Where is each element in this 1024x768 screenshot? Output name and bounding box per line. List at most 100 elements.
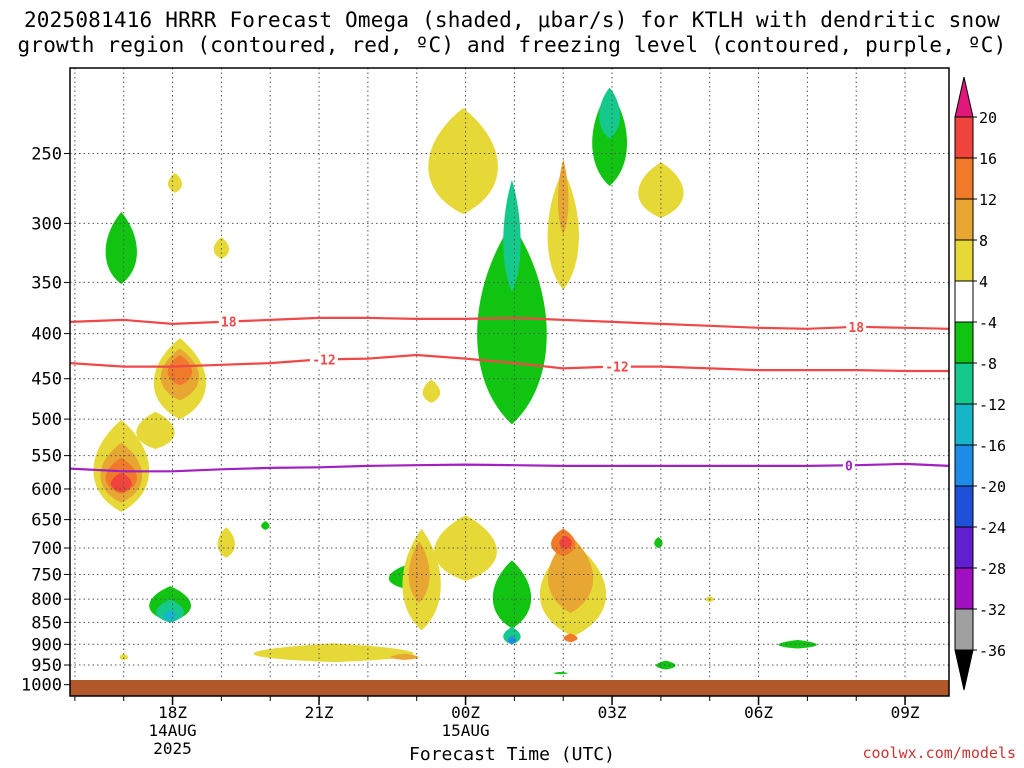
omega-blob <box>507 636 517 644</box>
x-tick-label: 03Z <box>598 703 627 722</box>
omega-blob <box>563 633 578 643</box>
colorbar-label: -36 <box>979 642 1006 660</box>
watermark: coolwx.com/models <box>862 744 1016 762</box>
x-tick-label: 00Z <box>451 703 480 722</box>
colorbar-label: -32 <box>979 601 1006 619</box>
colorbar-label: 8 <box>979 232 988 250</box>
colorbar-bin <box>954 403 974 446</box>
colorbar-bin <box>954 444 974 487</box>
y-tick-label: 450 <box>31 370 62 390</box>
contour-label: 0 <box>845 459 853 474</box>
colorbar: 20 16 12 8 4 -4 -8 -12 -16 -20 -24 -28 -32 -36 <box>954 76 1006 691</box>
omega-blob <box>167 354 193 386</box>
x-tick-label: 18Z <box>158 703 187 722</box>
colorbar-bin <box>954 280 974 323</box>
colorbar-bin <box>954 116 974 159</box>
y-tick-label: 650 <box>31 511 62 531</box>
omega-blob <box>253 643 414 663</box>
omega-blob <box>428 108 498 215</box>
colorbar-label: -16 <box>979 437 1006 455</box>
contour-label: 18 <box>848 321 864 336</box>
y-tick-label: 800 <box>31 590 62 610</box>
y-tick-label: 250 <box>31 144 62 164</box>
y-tick-label: 600 <box>31 480 62 500</box>
plot-frame <box>69 67 950 697</box>
colorbar-bin <box>954 485 974 528</box>
x-tick-date: 14AUG <box>148 721 196 740</box>
y-tick-label: 350 <box>31 273 62 293</box>
omega-blob <box>110 472 132 493</box>
colorbar-label: -24 <box>979 519 1006 537</box>
omega-blob <box>105 212 137 285</box>
omega-blob <box>136 411 175 450</box>
y-tick-label: 400 <box>31 325 62 345</box>
colorbar-label: 4 <box>979 273 988 291</box>
omega-blob <box>492 560 532 629</box>
contour-label: -12 <box>605 361 628 376</box>
omega-blob <box>477 223 547 425</box>
x-tick-label: 21Z <box>305 703 334 722</box>
omega-blob <box>408 540 430 603</box>
y-tick-label: 900 <box>31 635 62 655</box>
terrain-bar <box>70 680 949 696</box>
y-tick-label: 500 <box>31 410 62 430</box>
colorbar-bottom-arrow <box>954 649 974 691</box>
chart-title-line-2: growth region (contoured, red, ºC) and f… <box>17 33 1007 57</box>
colorbar-label: -28 <box>979 560 1006 578</box>
colorbar-label: -4 <box>979 314 997 332</box>
contour-label-bg <box>842 458 855 473</box>
y-tick-label: 850 <box>31 613 62 633</box>
contour-label-bg <box>846 319 867 334</box>
contour-label-bg <box>309 352 338 367</box>
omega-blob <box>163 609 178 622</box>
y-tick-label: 550 <box>31 447 62 467</box>
omega-blob <box>559 535 572 550</box>
omega-blob <box>422 379 441 403</box>
chart-title-line-1: 2025081416 HRRR Forecast Omega (shaded, … <box>23 8 1001 32</box>
colorbar-bin <box>954 157 974 200</box>
contour-line <box>70 353 949 373</box>
y-axis: 2503003504004505005506006507007508008509… <box>21 144 70 696</box>
colorbar-label: -20 <box>979 478 1006 496</box>
colorbar-bin <box>954 608 974 651</box>
omega-blob <box>168 173 182 193</box>
colorbar-label: -8 <box>979 355 997 373</box>
contour-label-bg <box>602 359 631 374</box>
omega-blob <box>503 179 521 292</box>
colorbar-bin <box>954 321 974 364</box>
omega-blob <box>217 527 235 558</box>
contour-line <box>70 462 949 473</box>
colorbar-bin <box>954 198 974 241</box>
omega-blob <box>599 87 621 139</box>
x-tick-label: 09Z <box>891 703 920 722</box>
x-tick-year: 2025 <box>153 739 192 758</box>
omega-blob <box>503 626 521 645</box>
y-tick-label: 700 <box>31 539 62 559</box>
y-tick-label: 300 <box>31 214 62 234</box>
colorbar-bin <box>954 567 974 610</box>
grid-lines <box>70 68 949 686</box>
colorbar-label: -12 <box>979 396 1006 414</box>
y-tick-label: 1000 <box>21 676 62 696</box>
colorbar-bin <box>954 239 974 282</box>
omega-blob <box>553 671 568 675</box>
x-axis-title: Forecast Time (UTC) <box>409 744 615 765</box>
colorbar-label: 20 <box>979 109 997 127</box>
omega-blob <box>778 640 817 649</box>
contour-label: 18 <box>221 316 237 331</box>
x-tick-date: 15AUG <box>441 721 489 740</box>
colorbar-bin <box>954 526 974 569</box>
contour-label: -12 <box>312 353 335 368</box>
colorbar-label: 16 <box>979 150 997 168</box>
y-tick-label: 950 <box>31 656 62 676</box>
omega-blob <box>119 653 128 660</box>
colorbar-bin <box>954 362 974 405</box>
omega-blob <box>390 653 419 660</box>
colorbar-label: 12 <box>979 191 997 209</box>
colorbar-top-arrow <box>954 76 974 118</box>
omega-blob <box>261 521 270 530</box>
y-tick-label: 750 <box>31 565 62 585</box>
contour-label-bg <box>218 314 239 329</box>
